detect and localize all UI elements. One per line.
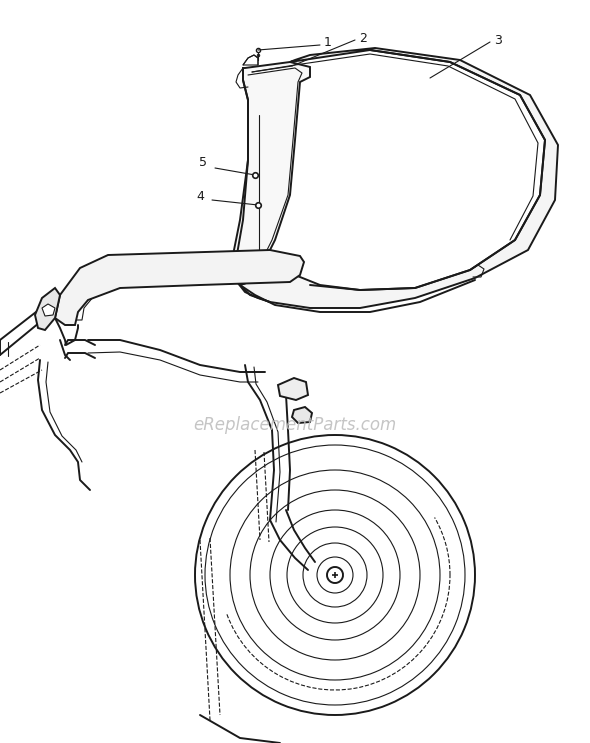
Text: 5: 5 [199,157,207,169]
Polygon shape [35,288,60,330]
Polygon shape [42,304,55,316]
Text: 3: 3 [494,33,502,47]
Text: 2: 2 [359,31,367,45]
Polygon shape [278,378,308,400]
Text: 1: 1 [324,36,332,50]
Polygon shape [240,48,558,308]
Polygon shape [243,55,258,65]
Text: 4: 4 [196,190,204,204]
Text: eReplacementParts.com: eReplacementParts.com [194,416,396,434]
Polygon shape [55,250,304,325]
Polygon shape [232,62,310,285]
Polygon shape [292,407,312,423]
